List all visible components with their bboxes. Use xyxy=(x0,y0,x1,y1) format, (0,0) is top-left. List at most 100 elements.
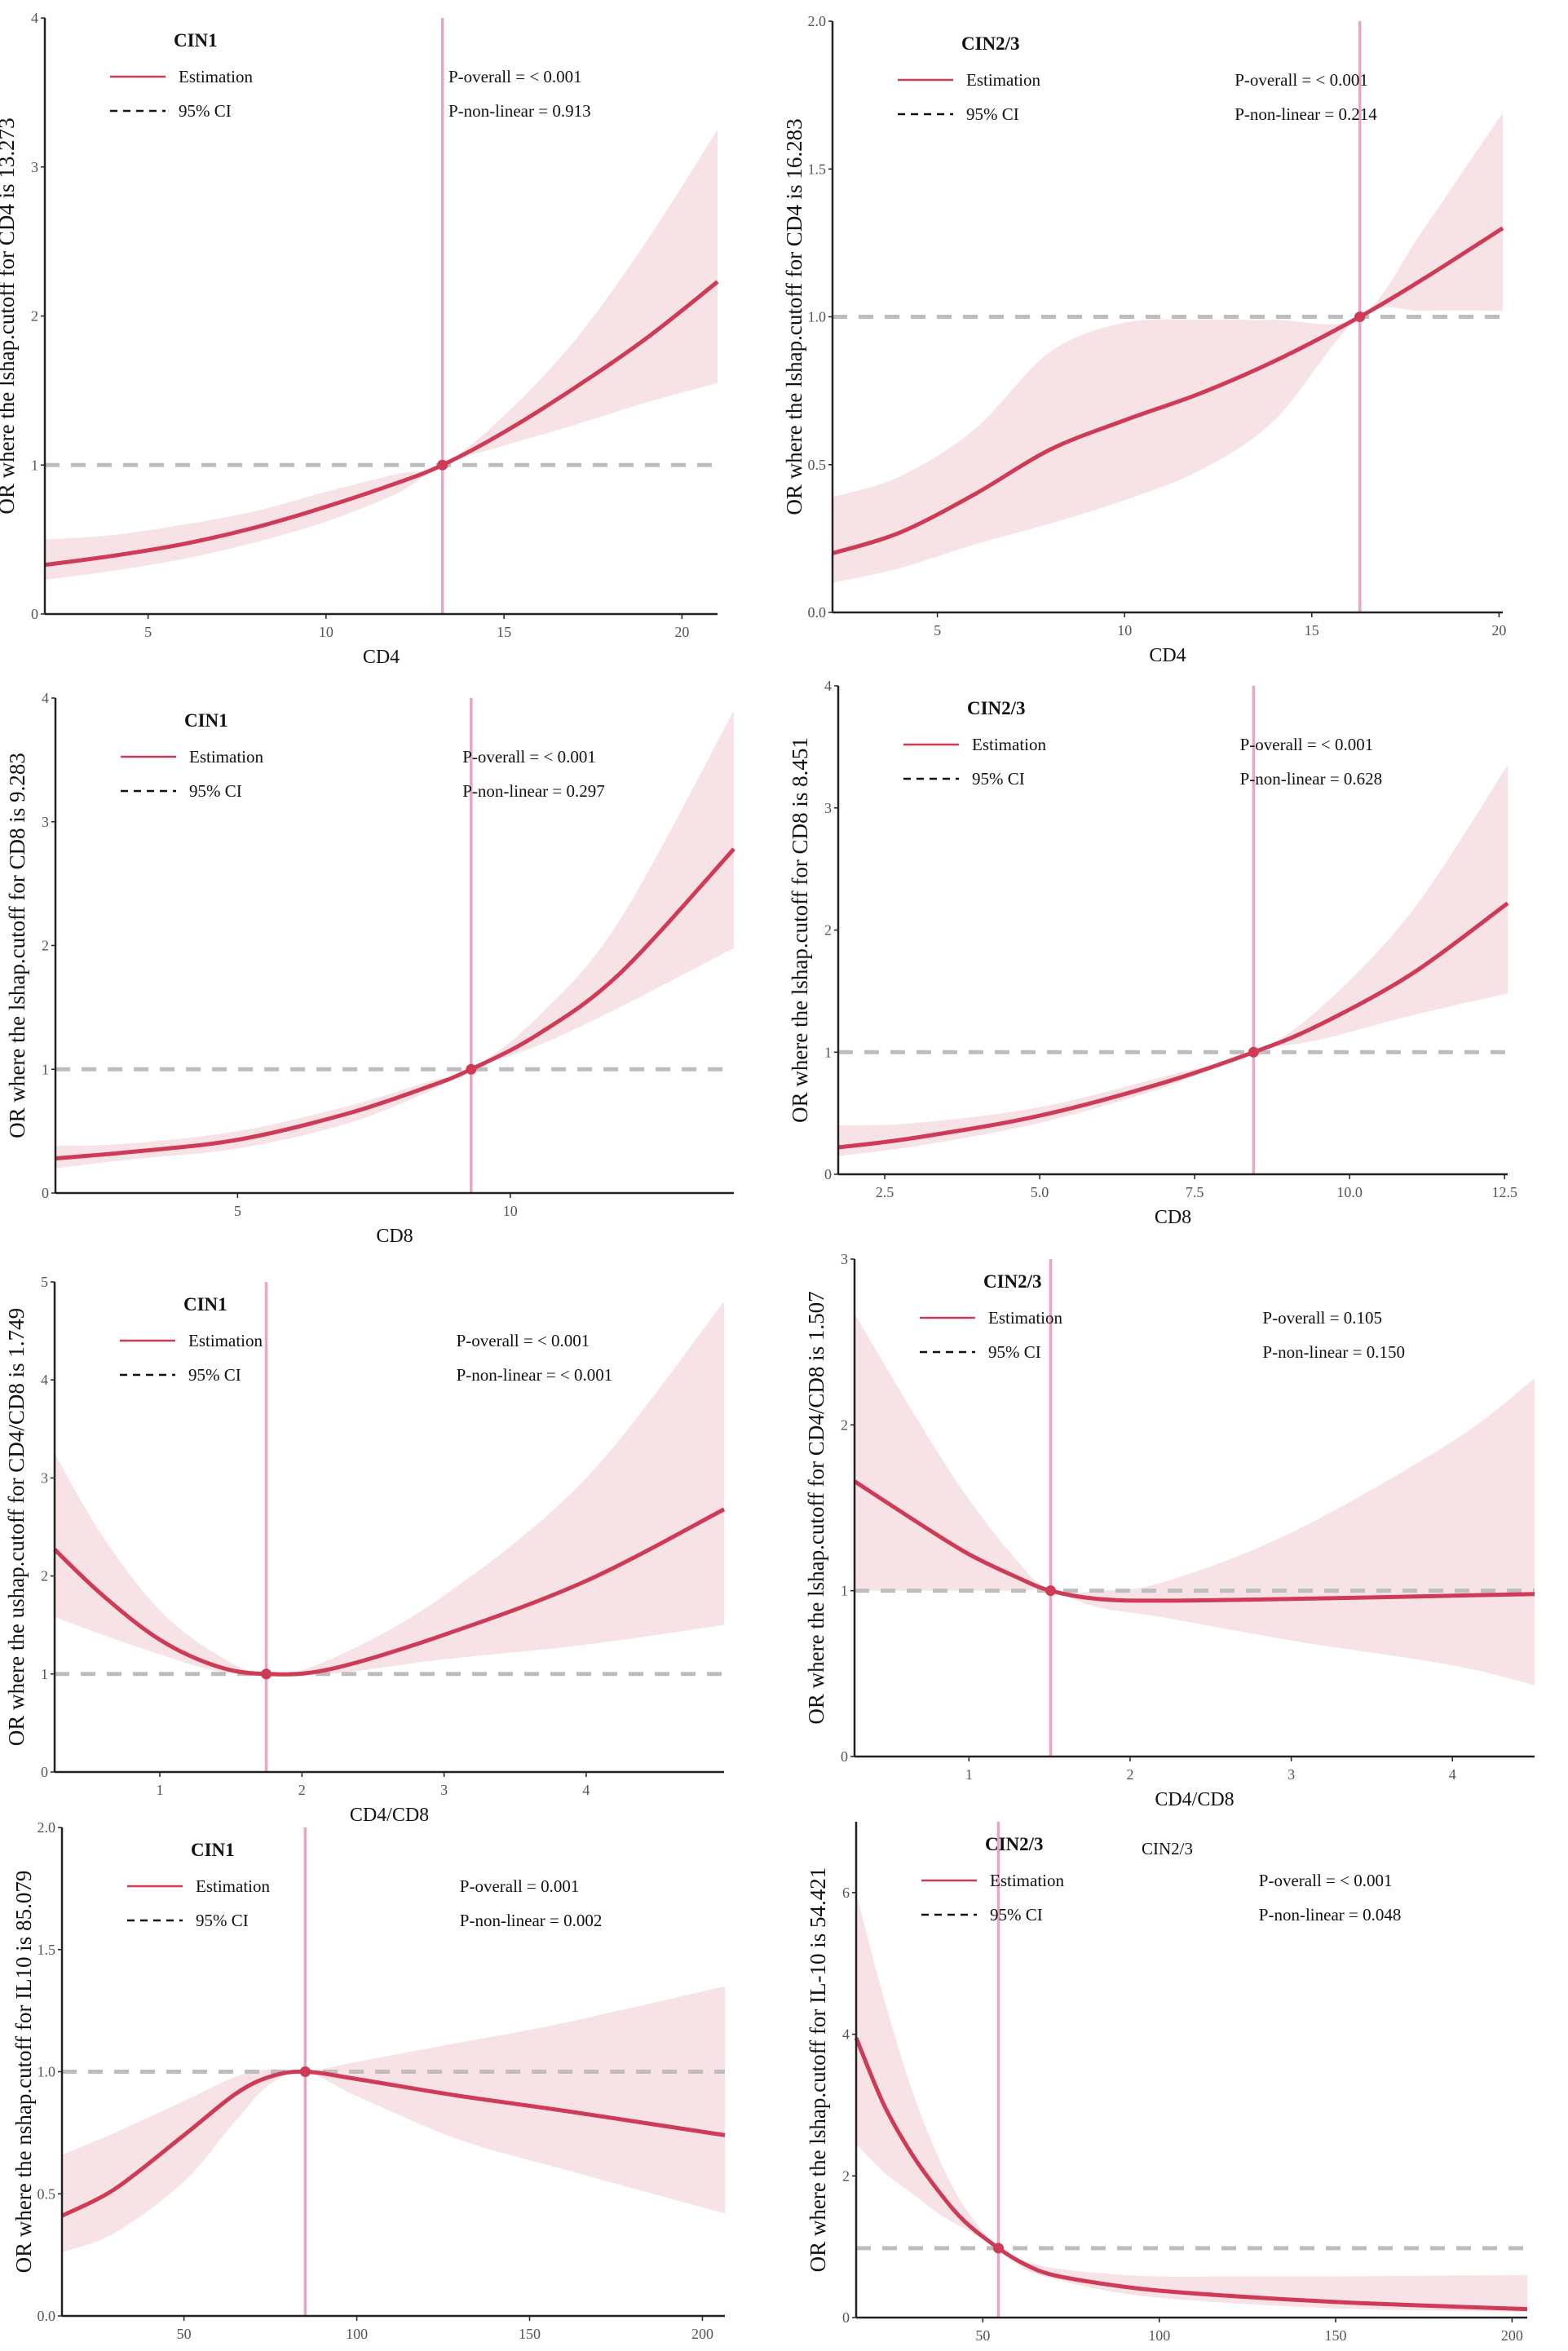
y-tick-label: 2 xyxy=(41,1568,48,1584)
panel-subtitle: CIN2/3 xyxy=(1142,1839,1193,1858)
estimate-line xyxy=(854,2036,1528,2312)
legend-ci-label: 95% CI xyxy=(196,1911,249,1930)
p-overall-text: P-overall = < 0.001 xyxy=(1235,70,1368,90)
y-tick-label: 3 xyxy=(41,1469,48,1486)
x-axis-label: IL10 xyxy=(374,2349,413,2351)
estimate-line xyxy=(55,847,735,1160)
legend-title: CIN2/3 xyxy=(985,1834,1044,1854)
ci-band xyxy=(855,1314,1535,1686)
y-tick-label: 2.0 xyxy=(808,13,827,29)
x-axis-label: CD4 xyxy=(1149,645,1186,666)
x-tick-label: 7.5 xyxy=(1186,1184,1204,1200)
y-tick-label: 0.0 xyxy=(38,2308,56,2324)
chart-panel-3: 0 1 2 3 4 5 10 CD8 OR where the lshap.cutoff for… xyxy=(5,690,735,1247)
x-tick-label: 1 xyxy=(156,1782,163,1798)
x-tick-label: 50 xyxy=(975,2327,990,2344)
x-axis-label: CD8 xyxy=(1155,1207,1191,1228)
y-tick-label: 0.5 xyxy=(808,457,827,473)
cutoff-point xyxy=(1045,1585,1057,1597)
x-tick-label: 10 xyxy=(1117,622,1132,639)
y-axis-label: OR where the ushap.cutoff for CD4/CD8 is… xyxy=(4,1308,29,1746)
legend-title: CIN1 xyxy=(184,710,228,731)
x-tick-label: 4 xyxy=(582,1782,590,1798)
x-tick-label: 200 xyxy=(1501,2327,1523,2344)
y-tick-label: 0.0 xyxy=(808,604,827,621)
x-tick-label: 1 xyxy=(965,1766,973,1783)
x-tick-label: 10.0 xyxy=(1336,1184,1363,1200)
legend-estimation-label: Estimation xyxy=(988,1308,1062,1328)
x-tick-label: 20 xyxy=(674,624,689,640)
y-tick-label: 1 xyxy=(42,1061,49,1077)
x-tick-label: 2 xyxy=(298,1782,306,1798)
chart-panel-2: 0.0 0.5 1.0 1.5 2.0 5 10 15 20 CD4 OR where the ls… xyxy=(782,13,1506,666)
p-nonlinear-text: P-non-linear = 0.048 xyxy=(1259,1905,1402,1925)
y-tick-label: 0 xyxy=(841,1748,848,1765)
y-tick-label: 1 xyxy=(31,457,38,473)
y-tick-label: 0 xyxy=(31,606,38,622)
x-tick-label: 20 xyxy=(1491,622,1506,639)
y-axis-label: OR where the lshap.cutoff for CD4 is 16.… xyxy=(782,118,806,515)
y-axis-label: OR where the lshap.cutoff for CD8 is 8.4… xyxy=(788,737,812,1123)
x-tick-label: 5.0 xyxy=(1031,1184,1049,1200)
legend-estimation-label: Estimation xyxy=(966,70,1040,90)
y-tick-label: 1.0 xyxy=(38,2064,56,2080)
y-tick-label: 0 xyxy=(42,1185,49,1201)
x-tick-label: 2.5 xyxy=(876,1184,894,1200)
chart-panel-1: 0 1 2 3 4 5 10 15 20 CD4 OR where the lshap.cutoff… xyxy=(0,10,719,668)
y-tick-label: 3 xyxy=(824,800,832,816)
x-axis-label: CD4/CD8 xyxy=(1155,1789,1234,1810)
y-tick-label: 2 xyxy=(31,308,38,325)
y-tick-label: 4 xyxy=(41,1372,48,1388)
legend-estimation-label: Estimation xyxy=(189,747,263,767)
y-axis-label: OR where the lshap.cutoff for CD4/CD8 is… xyxy=(804,1291,828,1724)
y-tick-label: 2 xyxy=(842,2168,850,2184)
y-tick-label: 1 xyxy=(824,1044,832,1060)
y-tick-label: 1.5 xyxy=(38,1942,56,1958)
cutoff-point xyxy=(437,459,448,471)
chart-panel-7: 0.0 0.5 1.0 1.5 2.0 50 100 150 200 IL10 OR where t… xyxy=(11,1819,726,2351)
x-tick-label: 50 xyxy=(177,2326,192,2342)
p-overall-text: P-overall = 0.001 xyxy=(460,1876,580,1896)
y-axis-label: OR where the lshap.cutoff for CD4 is 13.… xyxy=(0,117,19,514)
legend-ci-label: 95% CI xyxy=(990,1905,1043,1925)
legend-ci-label: 95% CI xyxy=(972,769,1025,789)
y-tick-label: 4 xyxy=(824,678,832,694)
cutoff-point xyxy=(1354,312,1366,322)
y-tick-label: 3 xyxy=(31,159,38,175)
estimate-line xyxy=(853,1479,1535,1603)
y-tick-label: 1.5 xyxy=(808,161,827,177)
y-tick-label: 3 xyxy=(42,814,49,830)
estimate-line xyxy=(44,280,719,568)
y-tick-label: 4 xyxy=(42,690,49,706)
x-tick-label: 2 xyxy=(1126,1766,1133,1783)
x-tick-label: 15 xyxy=(497,624,511,640)
cutoff-point xyxy=(466,1063,477,1075)
y-tick-label: 2 xyxy=(841,1416,848,1433)
x-tick-label: 100 xyxy=(1148,2327,1170,2344)
y-tick-label: 1.0 xyxy=(808,309,827,325)
y-tick-label: 2 xyxy=(824,922,832,939)
p-nonlinear-text: P-non-linear = < 0.001 xyxy=(457,1365,613,1385)
legend-estimation-label: Estimation xyxy=(972,735,1046,754)
ci-band xyxy=(55,1301,724,1676)
legend-title: CIN2/3 xyxy=(967,698,1026,718)
p-nonlinear-text: P-non-linear = 0.214 xyxy=(1235,104,1377,124)
x-axis-label: CD4/CD8 xyxy=(350,1805,429,1826)
legend-title: CIN1 xyxy=(183,1294,227,1315)
cutoff-point xyxy=(261,1668,272,1680)
p-overall-text: P-overall = < 0.001 xyxy=(1240,735,1374,754)
estimate-line xyxy=(53,1507,726,1677)
p-overall-text: P-overall = < 0.001 xyxy=(1259,1871,1393,1890)
p-nonlinear-text: P-non-linear = 0.150 xyxy=(1262,1342,1405,1362)
x-axis-label: CD4 xyxy=(363,647,400,668)
chart-panel-8: 024650100150200IL-10OR where the lshap.c… xyxy=(806,1822,1528,2351)
p-overall-text: P-overall = < 0.001 xyxy=(457,1331,590,1350)
legend-ci-label: 95% CI xyxy=(179,101,232,121)
p-overall-text: P-overall = 0.105 xyxy=(1262,1308,1382,1328)
p-nonlinear-text: P-non-linear = 0.002 xyxy=(460,1911,603,1930)
y-tick-label: 0 xyxy=(842,2309,850,2326)
legend-estimation-label: Estimation xyxy=(990,1871,1064,1890)
x-tick-label: 4 xyxy=(1449,1766,1456,1783)
legend-title: CIN1 xyxy=(191,1840,235,1860)
